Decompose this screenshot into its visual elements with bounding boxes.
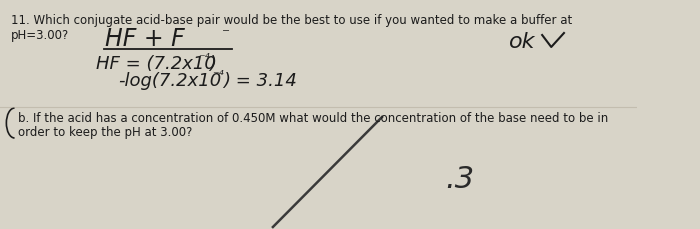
Text: -log(7.2x10: -log(7.2x10 <box>118 72 221 90</box>
Text: b. If the acid has a concentration of 0.450M what would the concentration of the: b. If the acid has a concentration of 0.… <box>18 112 608 124</box>
Text: HF + F: HF + F <box>104 27 184 51</box>
Text: .3: .3 <box>446 164 475 193</box>
Text: ⁻⁴: ⁻⁴ <box>212 69 223 82</box>
Text: ⁻: ⁻ <box>222 26 230 41</box>
Text: ok: ok <box>510 32 536 52</box>
Text: HF = (7.2x10: HF = (7.2x10 <box>95 55 216 73</box>
Text: order to keep the pH at 3.00?: order to keep the pH at 3.00? <box>18 125 192 138</box>
Text: pH=3.00?: pH=3.00? <box>11 29 69 42</box>
Text: ) = 3.14: ) = 3.14 <box>223 72 297 90</box>
Text: ): ) <box>209 55 216 73</box>
Text: 11. Which conjugate acid-base pair would be the best to use if you wanted to mak: 11. Which conjugate acid-base pair would… <box>11 14 572 27</box>
Text: ⁻⁴: ⁻⁴ <box>198 52 210 65</box>
